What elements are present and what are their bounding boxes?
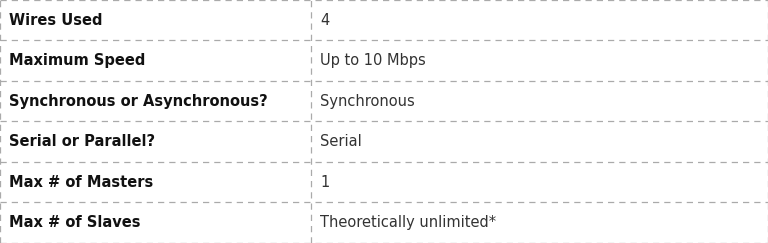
- Text: Serial: Serial: [320, 134, 362, 149]
- Text: Synchronous: Synchronous: [320, 94, 415, 109]
- Text: 4: 4: [320, 13, 329, 28]
- Text: Wires Used: Wires Used: [9, 13, 103, 28]
- Text: Serial or Parallel?: Serial or Parallel?: [9, 134, 155, 149]
- Text: Synchronous or Asynchronous?: Synchronous or Asynchronous?: [9, 94, 268, 109]
- Text: Max # of Masters: Max # of Masters: [9, 175, 154, 190]
- Text: 1: 1: [320, 175, 329, 190]
- Text: Up to 10 Mbps: Up to 10 Mbps: [320, 53, 426, 68]
- Text: Max # of Slaves: Max # of Slaves: [9, 215, 141, 230]
- Text: Maximum Speed: Maximum Speed: [9, 53, 146, 68]
- Text: Theoretically unlimited*: Theoretically unlimited*: [320, 215, 496, 230]
